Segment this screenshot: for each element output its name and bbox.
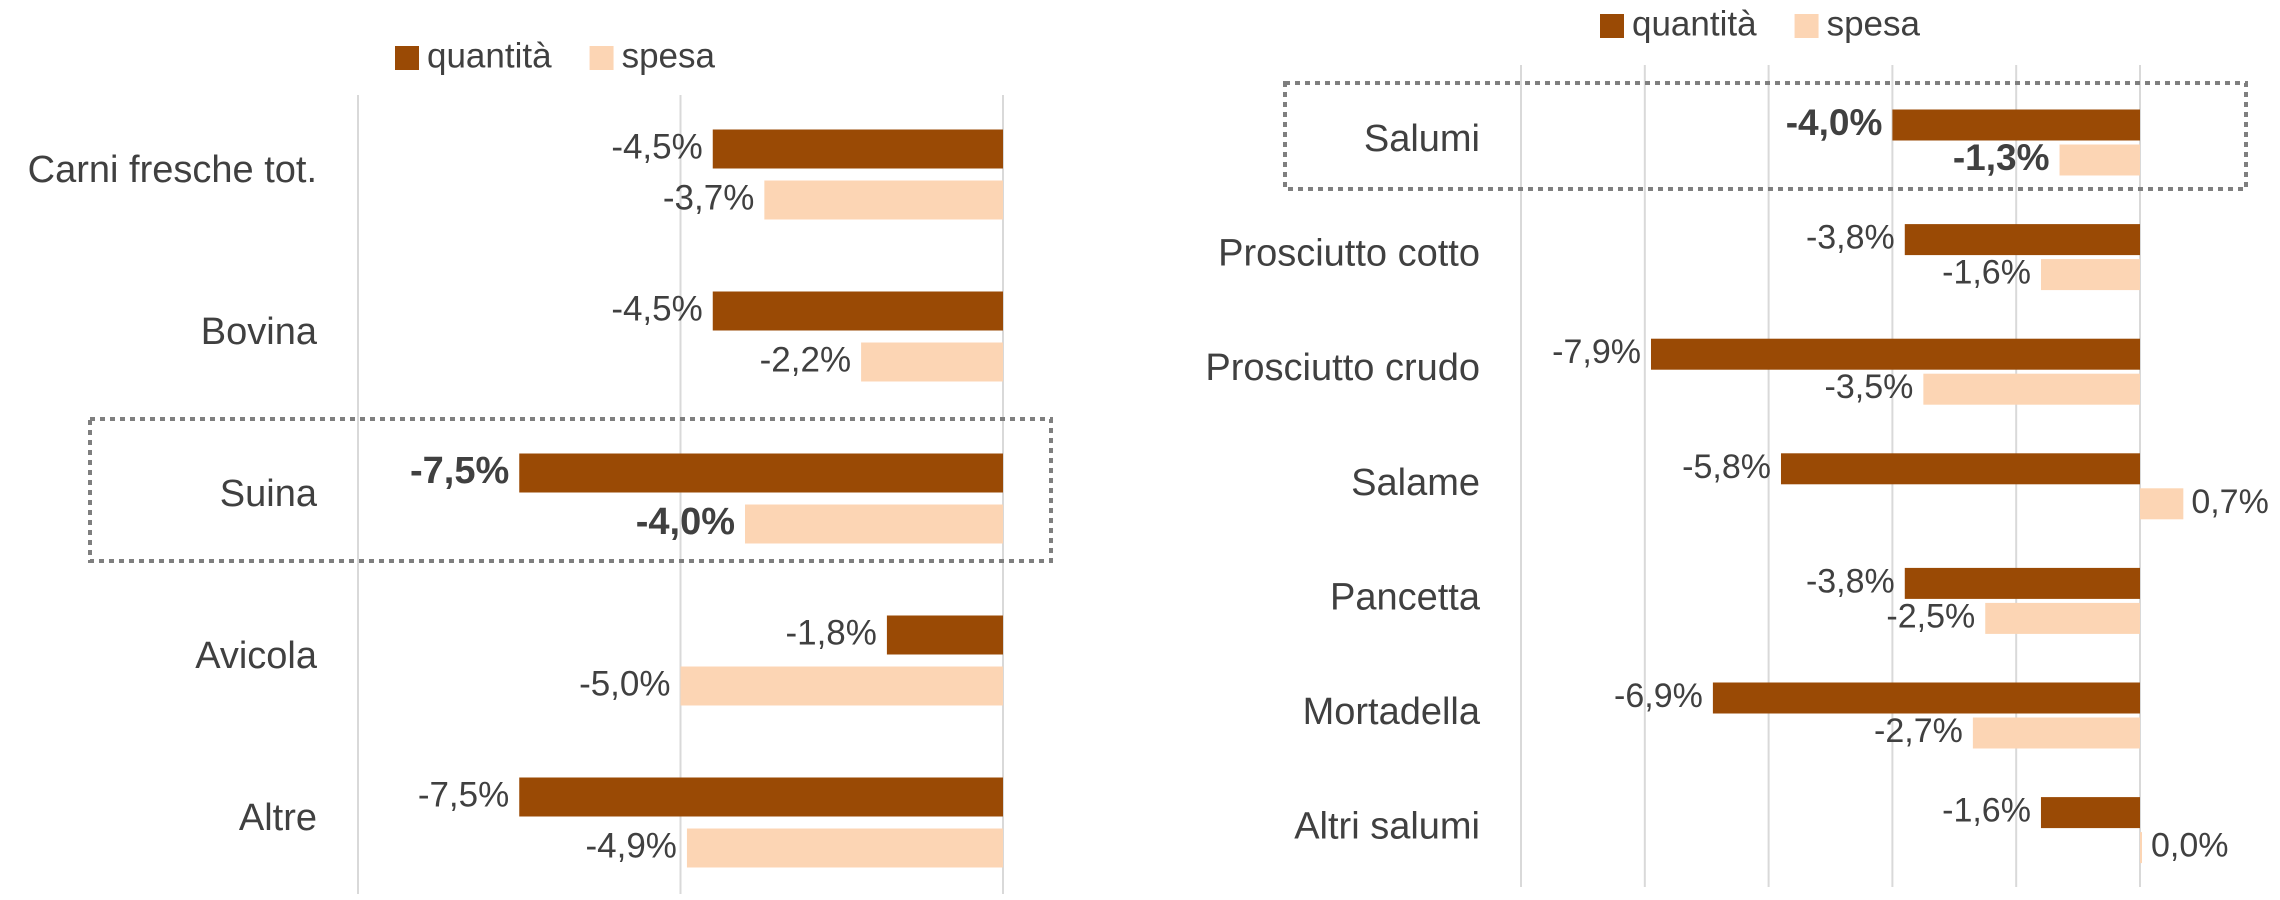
legend-swatch [1795, 14, 1819, 38]
bar [2140, 488, 2183, 519]
value-label: -3,5% [1825, 368, 1914, 406]
value-label: -4,5% [611, 127, 702, 166]
value-label: -3,8% [1806, 219, 1895, 257]
value-label: -1,8% [785, 613, 876, 652]
value-label: -6,9% [1614, 677, 1703, 715]
legend-swatch [1600, 14, 1624, 38]
bar [1905, 224, 2140, 255]
category-label: Altri salumi [1294, 806, 1480, 848]
bar [1713, 683, 2140, 714]
legend-label: spesa [1827, 4, 1921, 43]
bar [1781, 453, 2140, 484]
bar [713, 130, 1003, 169]
value-label: -1,6% [1942, 792, 2031, 830]
value-label: -1,3% [1953, 137, 2050, 178]
category-label: Pancetta [1330, 576, 1481, 618]
value-label: -4,9% [586, 826, 677, 865]
value-label: -4,0% [1786, 102, 1883, 143]
value-label: -1,6% [1942, 254, 2031, 292]
category-label: Prosciutto crudo [1205, 347, 1480, 389]
bar [687, 829, 1003, 868]
bar [519, 454, 1003, 493]
bar [861, 343, 1003, 382]
bar [1923, 374, 2140, 405]
legend-label: quantità [1632, 4, 1757, 43]
bar [1651, 339, 2140, 370]
bar [681, 667, 1004, 706]
value-label: -5,8% [1682, 448, 1771, 486]
bar [1973, 718, 2140, 749]
value-label: -7,5% [410, 450, 509, 492]
value-label: -2,2% [760, 340, 851, 379]
category-label: Salame [1351, 462, 1480, 504]
category-label: Mortadella [1303, 691, 1481, 733]
legend-label: spesa [622, 36, 716, 75]
value-label: -3,7% [663, 178, 754, 217]
value-label: -2,7% [1874, 712, 1963, 750]
category-label: Avicola [195, 635, 318, 677]
legend-label: quantità [427, 36, 552, 75]
value-label: -4,0% [636, 501, 735, 543]
value-label: -7,9% [1552, 333, 1641, 371]
bar [2041, 797, 2140, 828]
bar [1985, 603, 2140, 634]
category-label: Suina [220, 473, 318, 515]
value-label: -4,5% [611, 289, 702, 328]
category-label: Carni fresche tot. [28, 149, 317, 191]
bar [1905, 568, 2140, 599]
value-label: -7,5% [418, 775, 509, 814]
bar [887, 616, 1003, 655]
bar [519, 778, 1003, 817]
bar [2041, 259, 2140, 290]
legend-swatch [395, 46, 419, 70]
bar [764, 181, 1003, 220]
legend-swatch [590, 46, 614, 70]
value-label: 0,7% [2191, 483, 2269, 521]
bar [713, 292, 1003, 331]
category-label: Altre [239, 797, 317, 839]
category-label: Salumi [1364, 118, 1480, 160]
value-label: -5,0% [579, 664, 670, 703]
value-label: -3,8% [1806, 562, 1895, 600]
bar [2140, 832, 2142, 863]
category-label: Bovina [201, 311, 318, 353]
bar [2060, 145, 2140, 176]
category-label: Prosciutto cotto [1218, 233, 1480, 275]
chart: quantità spesa Carni fresche tot. -4,5% -3,7… [0, 0, 2280, 900]
value-label: -2,5% [1886, 597, 1975, 635]
value-label: 0,0% [2151, 827, 2229, 865]
bar [745, 505, 1003, 544]
